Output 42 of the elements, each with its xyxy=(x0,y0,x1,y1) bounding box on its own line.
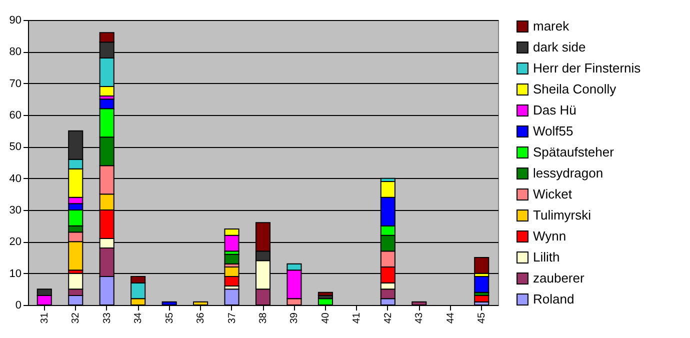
y-tick-label: 40 xyxy=(9,172,22,185)
legend-label: Roland xyxy=(533,292,574,306)
bar xyxy=(224,254,240,264)
x-tick-label: 31 xyxy=(39,312,50,324)
x-tick-label: 41 xyxy=(352,312,363,324)
x-tick-label: 43 xyxy=(414,312,426,324)
x-tick-label: 42 xyxy=(382,312,394,324)
y-tick-label: 50 xyxy=(9,141,22,154)
x-tick-label: 36 xyxy=(196,312,207,324)
legend-label: Lilith xyxy=(533,250,560,264)
legend-label: zauberer xyxy=(533,270,585,286)
legend-label: Sheila Conolly xyxy=(533,82,617,96)
legend-label: Das Hü xyxy=(533,102,576,118)
x-tick-label: 40 xyxy=(320,312,332,324)
bar xyxy=(318,292,333,296)
y-tick-label: 70 xyxy=(9,78,22,90)
x-tick-label: 33 xyxy=(102,312,113,324)
y-tick-label: 20 xyxy=(9,236,22,248)
legend-label: dark side xyxy=(533,40,586,54)
y-tick-label: 60 xyxy=(9,110,22,122)
bar xyxy=(474,276,490,293)
legend-label: marek xyxy=(533,18,570,34)
x-tick-label: 44 xyxy=(445,312,456,324)
x-tick-label: 32 xyxy=(70,312,82,324)
legend-label: lessydragon xyxy=(533,166,604,180)
y-tick-label: 10 xyxy=(9,268,22,280)
x-tick-label: 34 xyxy=(133,312,144,324)
y-tick-label: 0 xyxy=(15,300,22,312)
legend-label: Spätaufsteher xyxy=(533,144,615,160)
legend-label: Wicket xyxy=(533,186,572,202)
y-tick-label: 80 xyxy=(9,46,22,58)
x-tick-label: 38 xyxy=(258,312,269,324)
y-tick-label: 90 xyxy=(9,14,22,26)
y-tick-label: 30 xyxy=(9,204,22,216)
legend-label: Tulimyrski xyxy=(533,208,592,222)
legend-label: Herr der Finsternis xyxy=(533,60,642,76)
x-tick-label: 35 xyxy=(164,312,176,324)
x-tick-label: 45 xyxy=(476,312,488,324)
legend-label: Wynn xyxy=(533,228,566,244)
legend-label: Wolf55 xyxy=(533,124,574,138)
x-tick-label: 39 xyxy=(289,312,300,324)
x-tick-label: 37 xyxy=(226,312,238,324)
